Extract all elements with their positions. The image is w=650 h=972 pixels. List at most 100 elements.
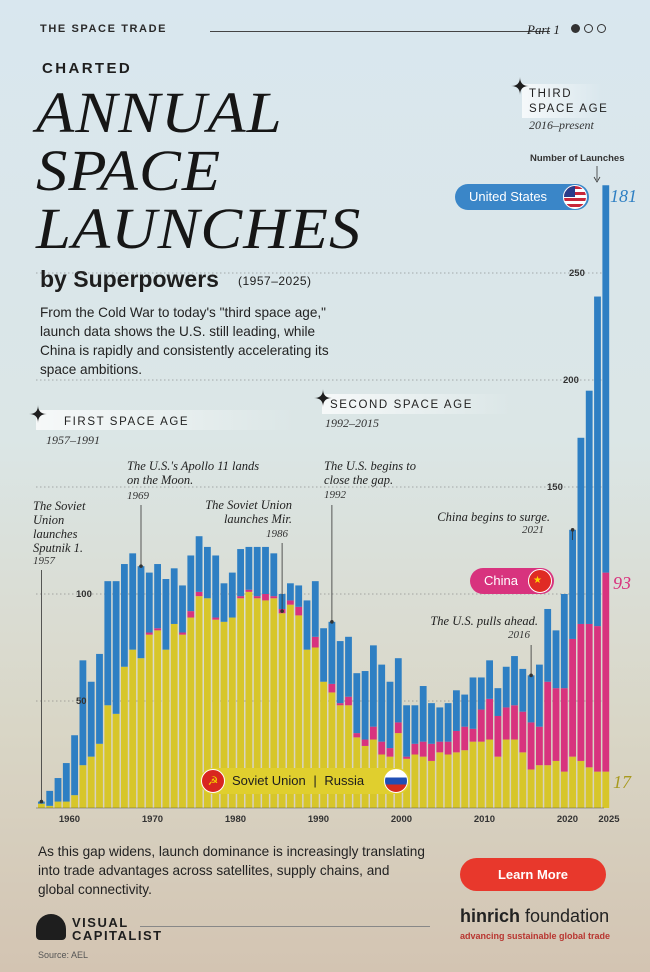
legend-us: United States [455, 184, 589, 210]
bar-united-states [353, 673, 361, 734]
bar-united-states [112, 581, 120, 714]
title-line-3: LAUNCHES [36, 196, 362, 261]
bar-united-states [79, 660, 87, 766]
bar-china [486, 698, 493, 740]
china-flag-icon: ★ [528, 569, 552, 593]
bar-soviet-russia [195, 596, 203, 808]
bar-china [494, 715, 502, 757]
bar-united-states [370, 645, 377, 727]
bar-united-states [71, 735, 78, 796]
annotation-sputnik: The Soviet Union launches Sputnik 1. [33, 499, 86, 555]
bar-china [569, 638, 576, 757]
sparkle-icon [314, 389, 332, 407]
visual-capitalist-logo[interactable]: VISUAL CAPITALIST [72, 915, 163, 943]
annotation-dot [280, 609, 284, 613]
era-label-second: SECOND SPACE AGE [330, 399, 473, 411]
annotation-dot [330, 620, 334, 624]
era-years-first: 1957–1991 [46, 433, 100, 447]
bar-soviet-russia [154, 630, 161, 808]
bar-soviet-russia [137, 658, 145, 808]
bar-united-states [262, 546, 269, 594]
bar-united-states [602, 185, 610, 573]
bar-china [411, 743, 419, 755]
era-years-third: 2016–present [529, 118, 594, 132]
bar-soviet-russia [220, 621, 228, 808]
bar-united-states [436, 707, 444, 742]
bar-china [577, 623, 585, 761]
annotation-dot [529, 673, 533, 678]
x-tick-label: 1980 [225, 814, 246, 825]
bar-soviet-russia [71, 795, 78, 808]
bar-soviet-russia [585, 767, 593, 808]
bar-soviet-russia [204, 598, 211, 808]
bar-united-states [137, 566, 145, 659]
bar-china [336, 703, 344, 706]
bar-united-states [577, 437, 585, 624]
annotation-china-surge: China begins to surge. [437, 510, 550, 524]
era-band-second [322, 394, 512, 414]
bar-soviet-russia [112, 713, 120, 808]
era-band-first [36, 410, 296, 430]
x-tick-label: 2025 [598, 814, 620, 825]
bar-united-states [228, 572, 236, 618]
bar-china [552, 688, 560, 761]
annotation-year-apollo: 1969 [127, 490, 149, 502]
page-dot[interactable] [584, 24, 593, 33]
bar-united-states [96, 653, 103, 744]
annotation-year-1992: 1992 [324, 489, 346, 501]
bar-soviet-russia [552, 760, 560, 808]
bar-soviet-russia [38, 803, 45, 808]
bar-united-states [386, 681, 394, 749]
bar-china [378, 741, 386, 755]
page-dot-active[interactable] [571, 24, 580, 33]
bar-united-states [179, 585, 186, 633]
bar-united-states [494, 688, 502, 716]
bar-soviet-russia [46, 805, 54, 808]
bar-soviet-russia [560, 771, 568, 808]
bar-united-states [536, 664, 543, 727]
bar-united-states [328, 621, 336, 684]
bar-united-states [303, 600, 311, 650]
y-tick-label: 250 [569, 268, 585, 279]
legend-us-label: United States [469, 189, 548, 204]
annotation-year-2021: 2021 [522, 524, 544, 536]
bar-china [428, 743, 435, 761]
bar-china [345, 696, 352, 706]
bar-soviet-russia [270, 598, 278, 808]
annotation-year-2016: 2016 [508, 629, 530, 641]
divider-line [210, 31, 550, 32]
y-tick-label: 150 [547, 482, 563, 493]
bar-china [536, 726, 543, 766]
bar-soviet-russia [79, 765, 87, 808]
x-tick-label: 2020 [557, 814, 578, 825]
bar-china [262, 594, 269, 601]
annotation-us-closes-gap: The U.S. begins to close the gap. [324, 459, 417, 487]
bar-china [187, 611, 195, 618]
bar-united-states [145, 572, 153, 633]
subtitle: by Superpowers [40, 266, 219, 292]
bar-china [436, 741, 444, 753]
series-name: THE SPACE TRADE [40, 23, 168, 35]
bar-soviet-russia [237, 598, 244, 808]
legend-china-label: China [484, 573, 518, 588]
bar-china [370, 726, 377, 740]
bar-soviet-russia [104, 705, 112, 808]
bar-soviet-russia [96, 743, 103, 808]
hinrich-logo[interactable]: hinrich foundation [460, 906, 610, 926]
bar-united-states [62, 763, 70, 802]
axis-caption: Number of Launches [530, 153, 625, 164]
bar-united-states [295, 585, 303, 607]
bar-soviet-russia [519, 752, 527, 808]
arrow-down-icon [593, 176, 601, 183]
bar-soviet-russia [87, 756, 95, 808]
page-dot[interactable] [597, 24, 606, 33]
bar-soviet-russia [187, 617, 195, 808]
end-value-china: 93 [613, 573, 631, 593]
kicker: CHARTED [42, 60, 133, 77]
learn-more-button[interactable]: Learn More [460, 858, 606, 891]
bar-soviet-russia [295, 615, 303, 808]
bar-china [253, 596, 261, 599]
footer-text: As this gap widens, launch dominance is … [38, 844, 425, 897]
subtitle-years: (1957–2025) [238, 274, 312, 288]
